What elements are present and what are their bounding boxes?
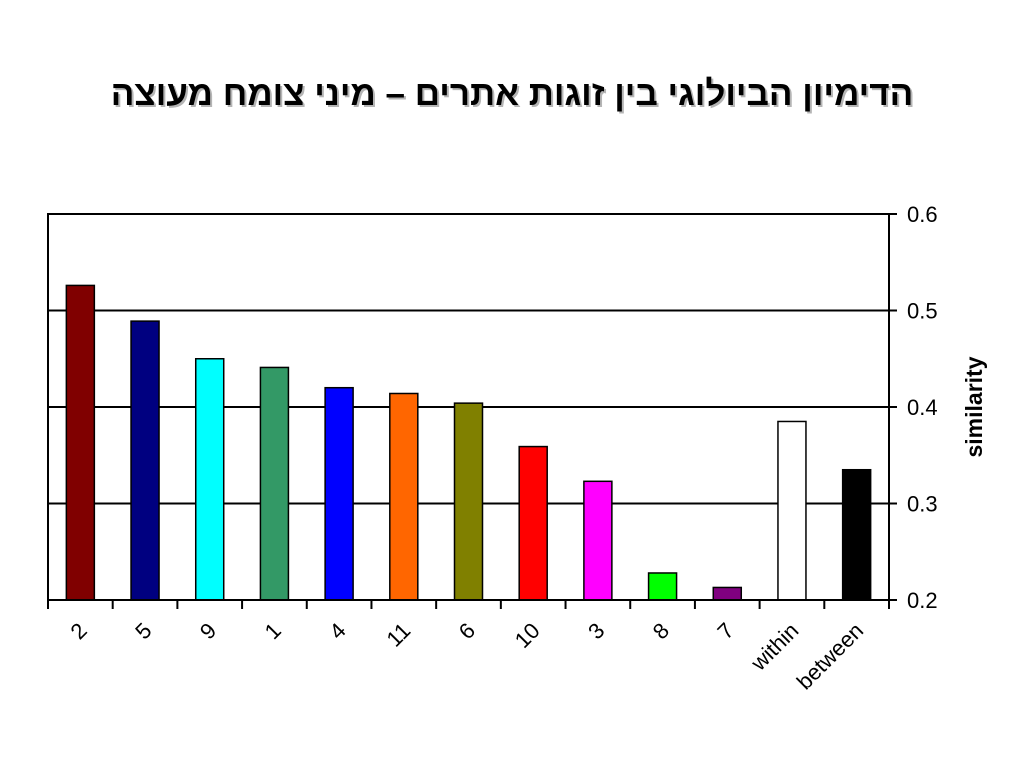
bar-10: [518, 445, 548, 601]
x-category-label: 1: [260, 618, 286, 644]
y-axis-label: similarity: [961, 356, 987, 457]
bar-1: [259, 366, 290, 601]
x-category-label: 2: [66, 618, 92, 644]
bar-4: [324, 386, 354, 601]
x-category-label: 5: [130, 618, 156, 644]
y-axis-ticks: [889, 213, 897, 601]
x-category-label: between: [792, 618, 869, 695]
x-axis-ticks: [47, 600, 890, 609]
chart-title: הדימיון הביולוגי בין זוגות אתרים – מיני …: [110, 74, 914, 113]
y-tick-label: 0.2: [907, 588, 938, 613]
x-category-label: 8: [648, 618, 674, 644]
x-category-label: 9: [195, 618, 221, 644]
bar-5: [130, 320, 160, 601]
x-category-label: 4: [324, 618, 350, 644]
bar-within: [777, 420, 807, 601]
bar-7: [712, 586, 743, 601]
bar-8: [647, 572, 678, 601]
y-tick-label: 0.4: [907, 395, 938, 420]
bar-11: [389, 392, 419, 601]
y-axis-tick-labels: 0.2 0.3 0.4 0.5 0.6: [907, 202, 938, 613]
x-category-label: 6: [454, 618, 480, 644]
bars: [65, 284, 872, 601]
y-tick-label: 0.6: [907, 202, 938, 227]
x-category-label: 3: [583, 618, 609, 644]
x-category-label: 7: [712, 618, 738, 644]
bar-9: [194, 358, 225, 601]
y-tick-label: 0.5: [907, 299, 938, 324]
bar-2: [65, 284, 96, 601]
x-category-label: 11: [382, 618, 416, 652]
y-tick-label: 0.3: [907, 492, 938, 517]
bar-6: [453, 402, 484, 601]
bar-between: [841, 468, 872, 601]
bar-3: [583, 480, 613, 601]
x-category-label: 10: [510, 618, 545, 653]
x-category-label: within: [745, 618, 803, 676]
